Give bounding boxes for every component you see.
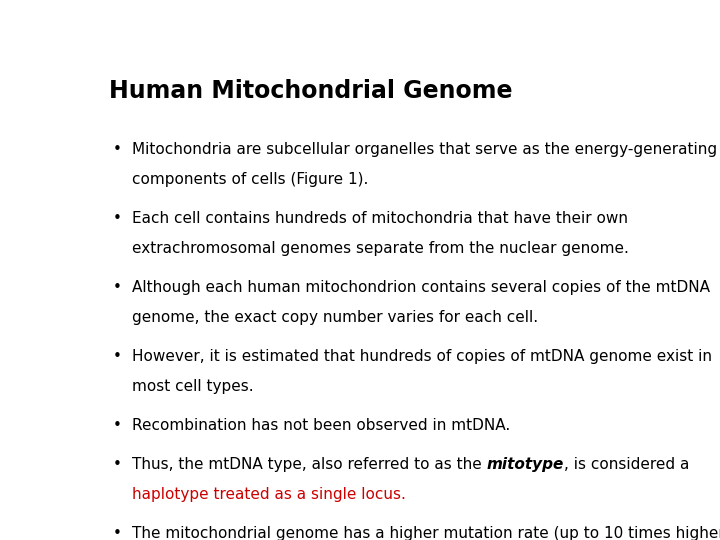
- Text: •: •: [112, 418, 121, 433]
- Text: most cell types.: most cell types.: [132, 379, 253, 394]
- Text: genome, the exact copy number varies for each cell.: genome, the exact copy number varies for…: [132, 310, 538, 325]
- Text: •: •: [112, 141, 121, 157]
- Text: Human Mitochondrial Genome: Human Mitochondrial Genome: [109, 79, 513, 103]
- Text: •: •: [112, 280, 121, 295]
- Text: The mitochondrial genome has a higher mutation rate (up to 10 times higher): The mitochondrial genome has a higher mu…: [132, 526, 720, 540]
- Text: •: •: [112, 526, 121, 540]
- Text: However, it is estimated that hundreds of copies of mtDNA genome exist in: However, it is estimated that hundreds o…: [132, 349, 712, 364]
- Text: Recombination has not been observed in mtDNA.: Recombination has not been observed in m…: [132, 418, 510, 433]
- Text: •: •: [112, 457, 121, 472]
- Text: components of cells (Figure 1).: components of cells (Figure 1).: [132, 172, 368, 187]
- Text: haplotype treated as a single locus.: haplotype treated as a single locus.: [132, 487, 406, 502]
- Text: Although each human mitochondrion contains several copies of the mtDNA: Although each human mitochondrion contai…: [132, 280, 710, 295]
- Text: mitotype: mitotype: [487, 457, 564, 472]
- Text: , is considered a: , is considered a: [564, 457, 689, 472]
- Text: •: •: [112, 349, 121, 364]
- Text: Mitochondria are subcellular organelles that serve as the energy-generating: Mitochondria are subcellular organelles …: [132, 141, 717, 157]
- Text: extrachromosomal genomes separate from the nuclear genome.: extrachromosomal genomes separate from t…: [132, 241, 629, 255]
- Text: •: •: [112, 211, 121, 226]
- Text: Thus, the mtDNA type, also referred to as the: Thus, the mtDNA type, also referred to a…: [132, 457, 487, 472]
- Text: Each cell contains hundreds of mitochondria that have their own: Each cell contains hundreds of mitochond…: [132, 211, 628, 226]
